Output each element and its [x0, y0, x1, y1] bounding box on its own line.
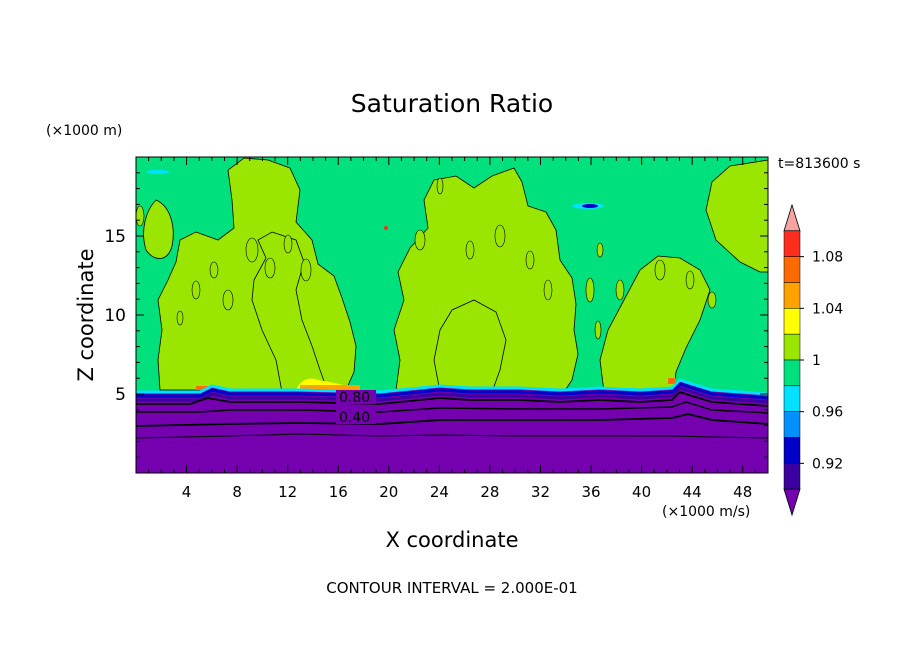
- boundary-strip-indigo: [136, 386, 768, 404]
- orange-patch: [196, 386, 208, 390]
- colorbar-swatch: [783, 256, 801, 283]
- x-tick-label: 4: [182, 483, 192, 501]
- colorbar-tip-bottom: [783, 488, 801, 517]
- colorbar-swatch: [783, 385, 801, 412]
- boundary-strip-cyan: [136, 378, 768, 396]
- colorbar-swatch: [783, 411, 801, 438]
- colorbar: 1.08 1.04 1 0.96 0.92: [783, 203, 843, 517]
- contour-label: 0.80: [339, 390, 370, 406]
- blue-patch: [582, 204, 598, 208]
- cloud-region: [433, 299, 507, 393]
- boundary-strip-blue: [136, 382, 768, 400]
- colorbar-swatch: [783, 437, 801, 464]
- contour-line-0.20: [136, 433, 768, 439]
- contour-label-bg: [336, 410, 376, 424]
- x-tick-label: 28: [480, 483, 499, 501]
- y-axis: 5 10 15: [104, 172, 768, 458]
- colorbar-swatch: [783, 282, 801, 309]
- colorbar-swatch: [783, 359, 801, 387]
- chart-title: Saturation Ratio: [351, 89, 553, 118]
- y-tick-label: 10: [104, 306, 126, 326]
- y-axis-title: Z coordinate: [74, 248, 98, 381]
- x-unit-label: (×1000 m/s): [662, 504, 750, 520]
- plot-area: 0.80 0.40: [136, 157, 768, 473]
- cloud-region: [705, 159, 768, 273]
- colorbar-label: 1.08: [812, 250, 843, 266]
- x-tick-label: 12: [278, 483, 297, 501]
- x-tick-label: 44: [683, 483, 702, 501]
- y-unit-label: (×1000 m): [46, 123, 122, 139]
- colorbar-label: 1: [812, 353, 821, 369]
- x-tick-label: 8: [232, 483, 242, 501]
- contour-line-0.40: [136, 413, 768, 427]
- x-tick-label: 40: [632, 483, 651, 501]
- contour-line-0.60: [136, 401, 768, 414]
- contour-label: 0.40: [339, 410, 370, 426]
- x-tick-label: 20: [379, 483, 398, 501]
- colorbar-swatch: [783, 333, 801, 361]
- cloud-patches: [136, 177, 717, 340]
- colorbar-label: 0.92: [812, 456, 843, 472]
- colorbar-swatch: [783, 308, 801, 335]
- colorbar-label: 1.04: [812, 301, 843, 317]
- time-label: t=813600 s: [778, 156, 860, 172]
- contour-line-0.80: [136, 390, 768, 407]
- red-dot: [384, 226, 388, 230]
- colorbar-label: 0.96: [812, 405, 843, 421]
- x-axis: 4 8 12 16 20 24 28 32 36 40 44 48: [148, 157, 756, 501]
- orange-patch: [668, 378, 676, 384]
- colorbar-tip-top: [783, 203, 801, 232]
- x-axis-title: X coordinate: [385, 528, 518, 552]
- x-tick-label: 16: [329, 483, 348, 501]
- cloud-region: [599, 255, 711, 393]
- x-tick-label: 24: [430, 483, 449, 501]
- y-tick-label: 15: [104, 227, 126, 247]
- x-tick-label: 32: [531, 483, 550, 501]
- contour-interval-footer: CONTOUR INTERVAL = 2.000E-01: [326, 579, 577, 597]
- colorbar-swatch: [783, 230, 801, 257]
- orange-strip: [300, 385, 360, 390]
- colorbar-swatch: [783, 463, 801, 490]
- contour-label-bg: [336, 390, 376, 404]
- x-tick-label: 36: [581, 483, 600, 501]
- x-tick-label: 48: [733, 483, 752, 501]
- lower-layer: [136, 380, 768, 473]
- y-tick-label: 5: [115, 385, 126, 405]
- cyan-patch: [146, 170, 170, 174]
- cloud-region: [143, 199, 174, 259]
